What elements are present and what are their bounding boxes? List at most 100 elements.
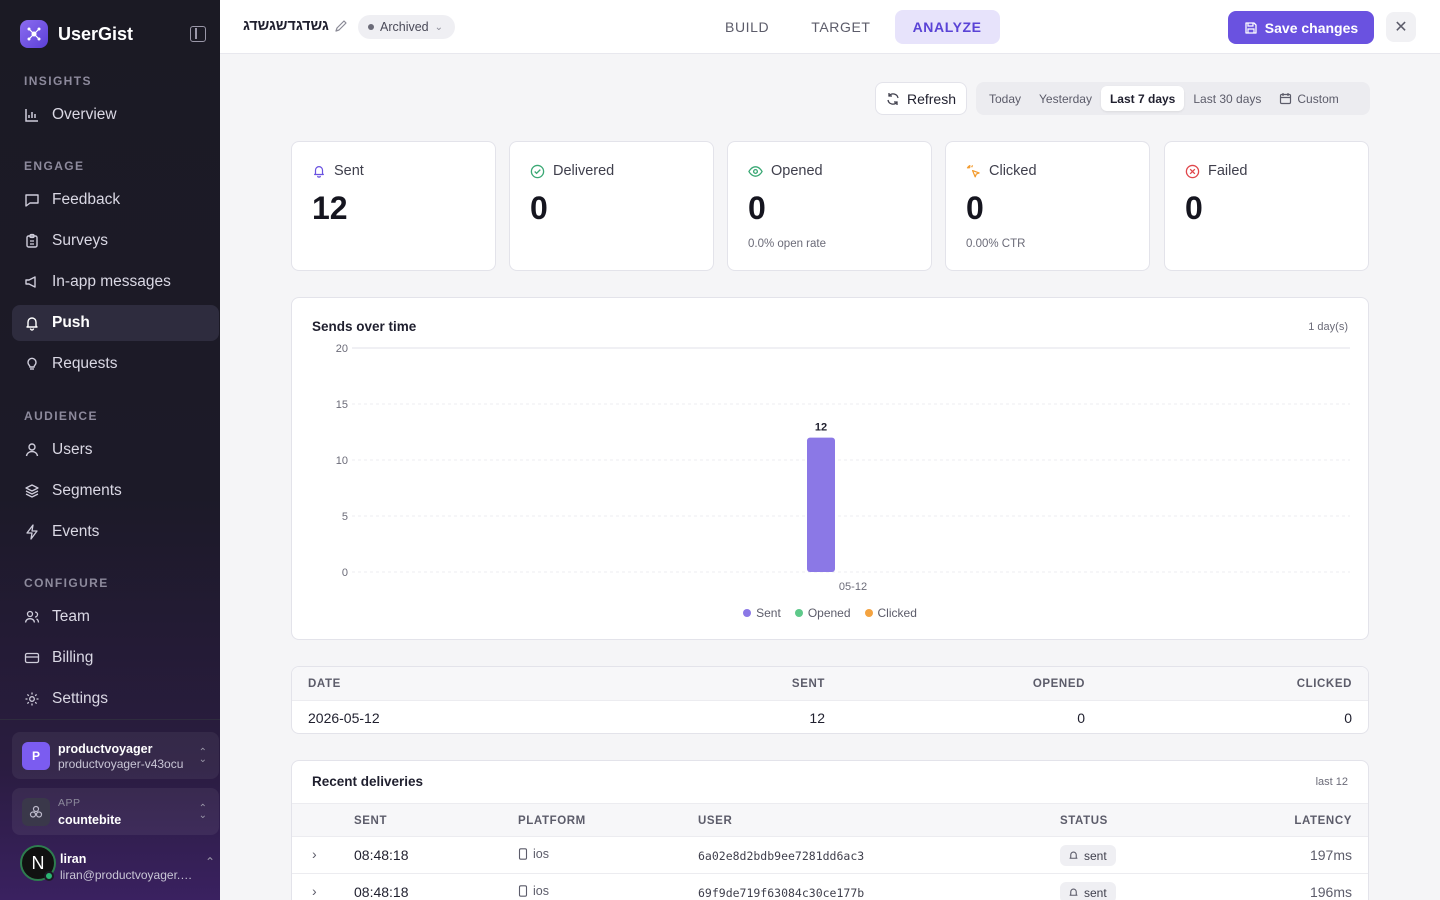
legend-dot	[864, 609, 873, 617]
sidebar-item-in-app-messages[interactable]: In-app messages	[12, 264, 219, 300]
team-icon	[24, 609, 40, 625]
ctr: 0.00% CTR	[966, 238, 1026, 250]
chevron-right-icon[interactable]: ›	[312, 846, 317, 862]
status-dropdown[interactable]: Archived ⌄	[358, 15, 456, 39]
sidebar-item-feedback[interactable]: Feedback	[12, 182, 219, 218]
top-bar: גשדגדשגשדג Archived ⌄ BUILD TARGET ANALY…	[220, 0, 1440, 54]
chevron-up-icon: ⌃	[204, 855, 215, 869]
status-label: Archived	[380, 20, 429, 34]
sidebar-item-segments[interactable]: Segments	[12, 473, 219, 509]
col-user: USER	[698, 815, 733, 827]
range-custom[interactable]: Custom	[1270, 86, 1347, 111]
range-custom-label: Custom	[1297, 91, 1339, 106]
check-circle-icon	[530, 164, 545, 178]
sidebar-item-settings[interactable]: Settings	[12, 681, 219, 717]
sidebar: UserGist INSIGHTS Overview ENGAGE Feedba…	[0, 0, 220, 900]
stat-label-text: Opened	[771, 163, 823, 179]
org-avatar: P	[22, 742, 50, 770]
sidebar-item-team[interactable]: Team	[12, 599, 219, 635]
org-switcher[interactable]: P productvoyager productvoyager-v43ocu ⌃…	[12, 732, 219, 779]
platform-label: ios	[533, 847, 549, 861]
stat-label-text: Delivered	[553, 163, 615, 179]
table-row[interactable]: › 08:48:18 ios 69f9de719f63084c30ce177b …	[292, 874, 1368, 900]
col-sent: SENT	[354, 815, 388, 827]
cell-sent-time: 08:48:18	[354, 847, 409, 863]
user-menu[interactable]: N liran liran@productvoyager.co... ⌃	[20, 845, 215, 882]
sidebar-item-label: Billing	[52, 649, 94, 666]
legend-item[interactable]: Sent	[743, 606, 781, 620]
sidebar-item-events[interactable]: Events	[12, 514, 219, 550]
sidebar-item-overview[interactable]: Overview	[12, 97, 219, 133]
save-button[interactable]: Save changes	[1228, 11, 1374, 44]
chevron-updown-icon: ⌃ ⌄	[198, 802, 207, 821]
sidebar-item-label: Feedback	[52, 191, 121, 208]
sidebar-item-requests[interactable]: Requests	[12, 346, 219, 382]
eye-icon	[748, 165, 763, 177]
brand[interactable]: UserGist	[20, 20, 133, 48]
campaign-title: גשדגדשגשדג	[243, 18, 329, 34]
stat-card-clicked: Clicked 0 0.00% CTR	[945, 141, 1150, 271]
mobile-icon	[518, 848, 528, 860]
x-circle-icon	[1185, 164, 1200, 178]
legend-item[interactable]: Opened	[794, 606, 851, 620]
table-row[interactable]: › 08:48:18 ios 6a02e8d2bdb9ee7281dd6ac3 …	[292, 837, 1368, 874]
tab-bar: BUILD TARGET ANALYZE	[707, 10, 1000, 44]
user-email: liran@productvoyager.co...	[60, 868, 195, 882]
legend-label: Opened	[807, 606, 851, 620]
range-yesterday[interactable]: Yesterday	[1039, 91, 1092, 106]
section-audience: AUDIENCE	[24, 409, 98, 423]
tab-analyze[interactable]: ANALYZE	[894, 10, 1000, 44]
pencil-icon[interactable]	[334, 19, 348, 33]
range-last-7-days[interactable]: Last 7 days	[1100, 86, 1185, 111]
sidebar-item-label: Requests	[52, 355, 118, 372]
y-tick-label: 15	[336, 399, 348, 411]
range-last-30-days[interactable]: Last 30 days	[1193, 91, 1262, 106]
bar-chart-icon	[24, 107, 40, 123]
tab-build[interactable]: BUILD	[725, 19, 770, 35]
refresh-button[interactable]: Refresh	[875, 82, 967, 115]
chart-title: Sends over time	[312, 319, 417, 334]
app-switcher[interactable]: APP countebite ⌃ ⌄	[12, 788, 219, 835]
sidebar-item-surveys[interactable]: Surveys	[12, 223, 219, 259]
open-rate: 0.0% open rate	[748, 238, 827, 250]
sends-chart: 0 5 10 15 20 12 05-12	[336, 343, 1350, 593]
sidebar-item-label: Team	[52, 608, 90, 625]
chart-legend: Sent Opened Clicked	[292, 606, 1368, 620]
range-today[interactable]: Today	[989, 91, 1022, 106]
daily-breakdown-table: DATE SENT OPENED CLICKED 2026-05-12 12 0…	[291, 666, 1369, 734]
bell-icon	[1069, 851, 1078, 859]
chart-range-note: 1 day(s)	[1308, 321, 1348, 333]
stat-label: Sent	[312, 163, 364, 179]
status-dot	[368, 24, 374, 30]
y-tick-label: 5	[342, 511, 348, 523]
tab-target[interactable]: TARGET	[811, 19, 871, 35]
sidebar-item-billing[interactable]: Billing	[12, 640, 219, 676]
online-status-icon	[44, 871, 54, 881]
bell-icon	[314, 166, 324, 178]
legend-item[interactable]: Clicked	[864, 606, 917, 620]
credit-card-icon	[24, 650, 40, 666]
cell-platform: ios	[518, 884, 549, 898]
col-sent: SENT	[791, 678, 825, 690]
y-tick-label: 0	[342, 567, 348, 579]
col-platform: PLATFORM	[518, 815, 586, 827]
cell-date: 2026-05-12	[308, 710, 380, 726]
sidebar-item-label: Settings	[52, 690, 109, 707]
app-name-current: countebite	[58, 813, 122, 827]
sends-over-time-card: Sends over time 1 day(s) 0 5 10 15 20 12 05-12…	[291, 297, 1369, 640]
sidebar-item-users[interactable]: Users	[12, 432, 219, 468]
cell-latency: 196ms	[1309, 884, 1352, 900]
chevron-right-icon[interactable]: ›	[312, 883, 317, 899]
sidebar-divider	[0, 719, 220, 720]
sidebar-item-label: Surveys	[52, 232, 108, 249]
col-clicked: CLICKED	[1296, 678, 1352, 690]
chat-bubble-icon	[24, 192, 40, 208]
col-date: DATE	[308, 678, 341, 690]
lightning-icon	[24, 524, 40, 540]
close-button[interactable]: ✕	[1386, 12, 1416, 42]
stat-card-delivered: Delivered 0	[509, 141, 714, 271]
collapse-sidebar-icon[interactable]	[190, 26, 206, 42]
user-name: liran	[60, 852, 87, 866]
stat-label-text: Sent	[334, 163, 364, 179]
sidebar-item-push[interactable]: Push	[12, 305, 219, 341]
